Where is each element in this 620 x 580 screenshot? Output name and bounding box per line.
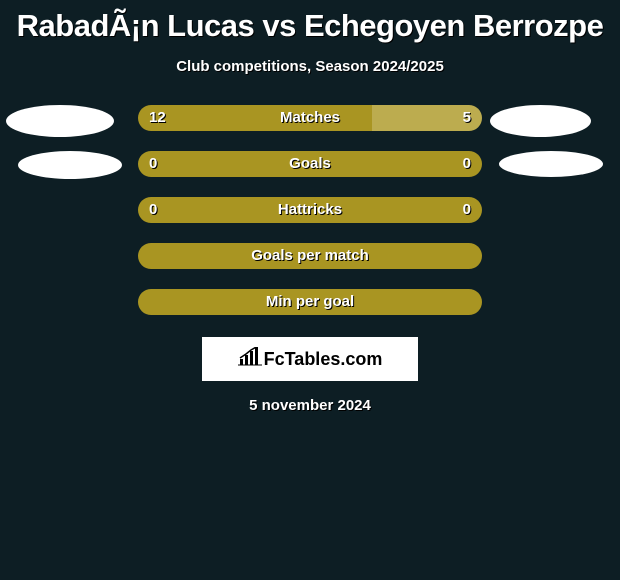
subtitle: Club competitions, Season 2024/2025 [0, 58, 620, 75]
stat-row: 0 Goals 0 [0, 151, 620, 177]
stat-label: Matches [138, 105, 482, 131]
stat-row: 0 Hattricks 0 [0, 197, 620, 223]
stat-row: Min per goal [0, 289, 620, 315]
stat-row: Goals per match [0, 243, 620, 269]
footer-logo: FcTables.com [202, 337, 418, 381]
stat-value-right: 0 [463, 197, 471, 223]
page-title: RabadÃ¡n Lucas vs Echegoyen Berrozpe [0, 0, 620, 44]
stat-row: 12 Matches 5 [0, 105, 620, 131]
stat-label: Goals per match [138, 243, 482, 269]
footer-logo-text: FcTables.com [264, 349, 383, 370]
stat-value-right: 0 [463, 151, 471, 177]
stat-label: Min per goal [138, 289, 482, 315]
stat-value-right: 5 [463, 105, 471, 131]
stat-label: Hattricks [138, 197, 482, 223]
stat-rows: 12 Matches 5 0 Goals 0 0 Hattricks 0 [0, 105, 620, 315]
chart-icon [238, 347, 262, 372]
stat-label: Goals [138, 151, 482, 177]
date-text: 5 november 2024 [0, 397, 620, 414]
comparison-widget: RabadÃ¡n Lucas vs Echegoyen Berrozpe Clu… [0, 0, 620, 414]
